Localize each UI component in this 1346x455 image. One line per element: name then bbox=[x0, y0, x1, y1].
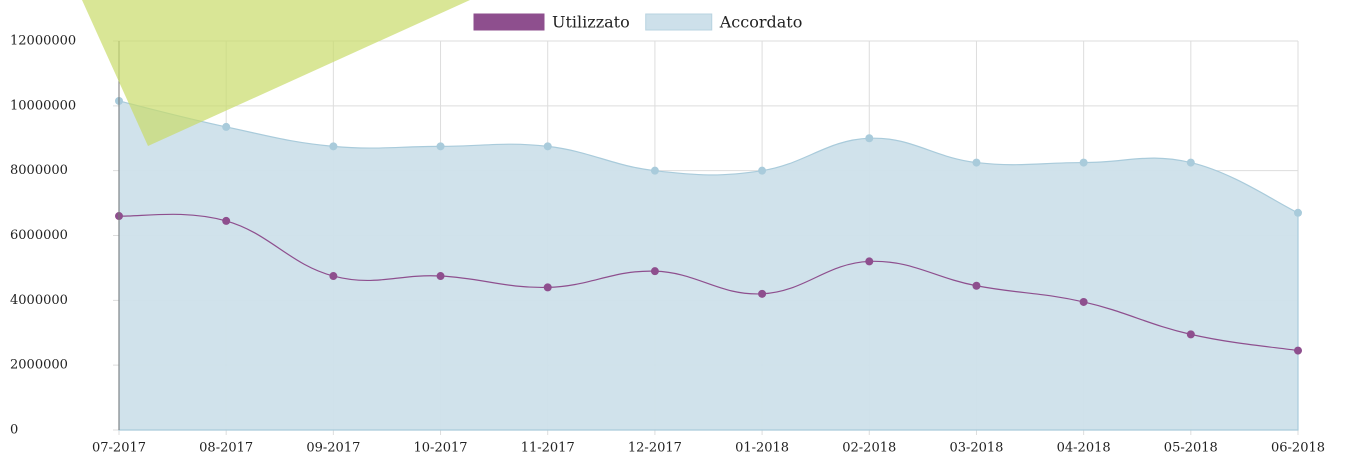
line bbox=[118, 213, 1299, 352]
x-tick-label: 07-2017 bbox=[92, 441, 146, 455]
point bbox=[650, 267, 659, 276]
point bbox=[222, 216, 231, 225]
point bbox=[1186, 330, 1195, 339]
point bbox=[329, 142, 338, 151]
x-tick-label: 11-2017 bbox=[521, 441, 575, 455]
x-tick-label: 06-2018 bbox=[1271, 441, 1325, 455]
x-tick-label: 12-2017 bbox=[628, 441, 682, 455]
area bbox=[118, 100, 1299, 431]
y-tick-label: 10000000 bbox=[10, 98, 76, 113]
point bbox=[972, 158, 981, 167]
y-tick-label: 12000000 bbox=[10, 34, 76, 49]
point bbox=[329, 272, 338, 281]
x-tick-label: 03-2018 bbox=[949, 441, 1003, 455]
point bbox=[436, 142, 445, 151]
x-tick-label: 05-2018 bbox=[1164, 441, 1218, 455]
plot bbox=[115, 41, 1302, 431]
x-tick-label: 01-2018 bbox=[735, 441, 789, 455]
point bbox=[1079, 158, 1088, 167]
y-tick-label: 8000000 bbox=[10, 163, 68, 178]
point bbox=[865, 257, 874, 266]
point bbox=[650, 166, 659, 175]
point bbox=[222, 122, 231, 131]
point bbox=[543, 283, 552, 292]
point bbox=[543, 142, 552, 151]
y-tick-label: 0 bbox=[10, 423, 18, 438]
point bbox=[972, 281, 981, 290]
point bbox=[1294, 346, 1302, 355]
x-tick-label: 02-2018 bbox=[842, 441, 896, 455]
x-tick-label: 04-2018 bbox=[1057, 441, 1111, 455]
x-tick-label: 08-2017 bbox=[199, 441, 253, 455]
legend-swatch bbox=[473, 13, 545, 31]
x-tick-label: 09-2017 bbox=[306, 441, 360, 455]
legend-label: Utilizzato bbox=[552, 13, 630, 32]
y-tick-label: 2000000 bbox=[10, 358, 68, 373]
point bbox=[865, 134, 874, 143]
point bbox=[1294, 208, 1302, 217]
point bbox=[758, 289, 767, 298]
y-tick-label: 4000000 bbox=[10, 293, 68, 308]
point bbox=[1186, 158, 1195, 167]
overlay-shape bbox=[82, 0, 470, 146]
point bbox=[436, 272, 445, 281]
point bbox=[1079, 297, 1088, 306]
legend-label: Accordato bbox=[719, 13, 803, 32]
legend: Utilizzato Accordato bbox=[473, 13, 803, 32]
y-tick-label: 6000000 bbox=[10, 228, 68, 243]
legend-swatch bbox=[645, 13, 713, 31]
x-tick-label: 10-2017 bbox=[414, 441, 468, 455]
point bbox=[758, 166, 767, 175]
